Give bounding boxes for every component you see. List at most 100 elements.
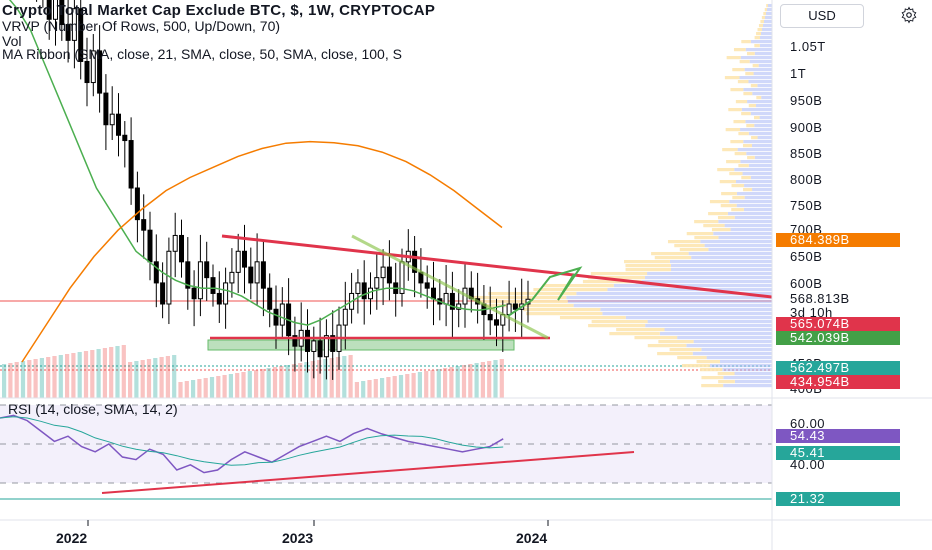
volume-bar [172, 355, 177, 398]
volume-bar [411, 373, 416, 398]
volume-bar [33, 359, 38, 398]
candle-body [380, 266, 386, 279]
profile-row [744, 68, 772, 72]
profile-row-up [739, 60, 750, 64]
profile-row-up [756, 32, 761, 36]
profile-row [664, 328, 772, 332]
volume-bar [90, 350, 95, 398]
candle-body [248, 266, 254, 284]
candle-body [292, 335, 298, 347]
volume-bar [184, 381, 189, 398]
profile-row-up [733, 48, 746, 52]
profile-row-up [743, 92, 753, 96]
profile-row-up [722, 148, 738, 152]
candle-body [279, 303, 285, 326]
volume-bar [58, 355, 63, 398]
profile-row [713, 232, 772, 236]
profile-row-up [724, 76, 740, 80]
profile-row [566, 296, 772, 300]
profile-row-up [760, 20, 764, 24]
profile-row [764, 20, 772, 24]
profile-row-up [754, 36, 760, 40]
profile-row [644, 276, 772, 280]
volume-bar [424, 371, 429, 398]
candle-body [487, 314, 493, 321]
volume-bar [436, 369, 441, 398]
projection-path[interactable] [507, 266, 583, 317]
profile-row-up [717, 372, 735, 376]
profile-row [706, 356, 772, 360]
profile-row [600, 308, 772, 312]
candle-body [53, 0, 58, 20]
resistance-trendline[interactable] [221, 234, 773, 299]
volume-bar [310, 361, 315, 398]
volume-bar [417, 372, 422, 398]
sma-fast-line [8, 0, 506, 326]
price-tick: 950B [790, 93, 823, 108]
profile-row [723, 376, 772, 380]
profile-row [613, 284, 772, 288]
profile-row-up [756, 96, 762, 100]
profile-row-up [746, 52, 755, 56]
volume-bar [83, 351, 89, 398]
candle-body [355, 282, 361, 294]
volume-bar [191, 380, 196, 398]
profile-row [767, 8, 772, 12]
volume-bar [443, 368, 448, 398]
candle-body [242, 250, 247, 268]
profile-row-up [729, 172, 743, 176]
price-tick: 600B [790, 276, 823, 291]
falling-wedge-line[interactable] [351, 234, 549, 340]
profile-row-up [728, 108, 742, 112]
candle-body [46, 0, 52, 20]
rsi-tick: 40.00 [790, 457, 826, 472]
volume-bar [65, 354, 70, 398]
profile-row-up [667, 240, 701, 244]
volume-bar [102, 348, 107, 398]
profile-row [659, 332, 772, 336]
volume-bar [373, 379, 378, 398]
volume-bar [159, 357, 164, 398]
volume-bar [109, 347, 114, 398]
profile-row-up [726, 56, 741, 60]
profile-row-up [737, 80, 749, 84]
profile-row-up [587, 276, 645, 280]
profile-row [709, 364, 772, 368]
profile-row [727, 212, 772, 216]
profile-row [719, 360, 772, 364]
rsi-value-label: 54.43 [776, 429, 900, 443]
profile-row-up [694, 220, 719, 224]
profile-row [723, 384, 772, 388]
profile-row [691, 256, 772, 260]
volume-bar [285, 365, 290, 398]
profile-row [607, 288, 772, 292]
chart-title: Crypto Total Market Cap Exclude BTC, $, … [2, 2, 436, 19]
volume-bar [247, 371, 252, 398]
volume-bar [146, 359, 152, 398]
candle-body [97, 50, 103, 94]
volume-bar [398, 375, 404, 398]
profile-row-up [742, 144, 752, 148]
profile-row [645, 324, 772, 328]
candle-body [506, 303, 512, 316]
candle-body [386, 266, 392, 284]
settings-gear-icon[interactable] [900, 6, 918, 24]
candle-body [191, 287, 197, 300]
volume-bar [335, 357, 341, 398]
profile-row [743, 140, 772, 144]
currency-selector[interactable]: USD [780, 4, 864, 28]
green-level-price-label: 542.039B [776, 331, 900, 345]
price-pane[interactable] [0, 0, 772, 398]
rsi-trendline[interactable] [101, 451, 635, 494]
profile-row-up [588, 324, 646, 328]
profile-row-up [647, 344, 687, 348]
candle-body [431, 287, 436, 300]
candle-body [109, 113, 115, 126]
profile-row [567, 300, 772, 304]
time-label-2023: 2023 [282, 530, 314, 546]
profile-row-up [757, 28, 762, 32]
candle-body [147, 229, 153, 263]
profile-row-up [542, 284, 614, 288]
